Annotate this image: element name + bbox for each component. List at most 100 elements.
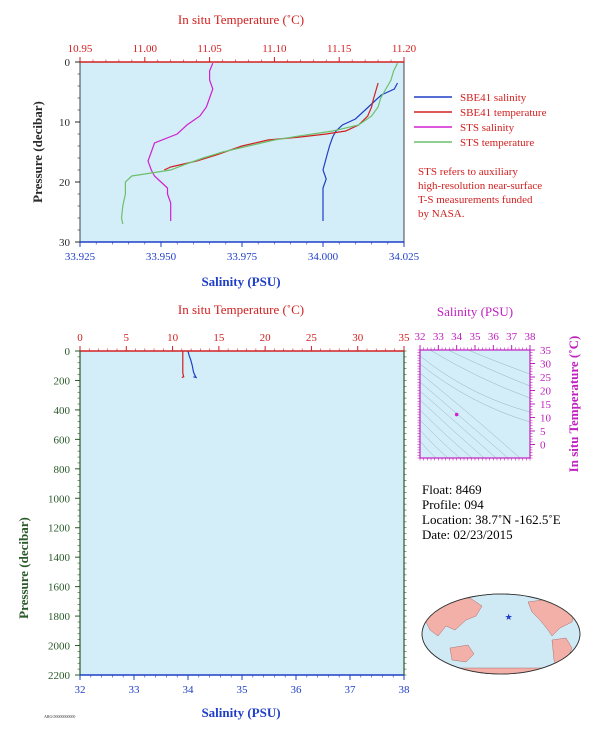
ts-temp-tick-label-6: 30 — [540, 359, 552, 371]
bottom-temp-tick-label-0: 0 — [77, 332, 83, 344]
tiny-footer-mark: ARGO0000000000 — [44, 714, 75, 719]
bottom-temp-tick-label-2: 10 — [167, 332, 179, 344]
legend-label-sbe41-temperature: SBE41 temperature — [460, 107, 547, 119]
landmass-antarctica — [429, 667, 573, 674]
top-salinity-tick-label-0: 33.925 — [65, 251, 96, 263]
bottom-pressure-tick-label-9: 1800 — [48, 611, 71, 623]
top-salinity-tick-label-3: 34.000 — [308, 251, 339, 263]
bottom-salinity-tick-label-5: 37 — [345, 684, 357, 696]
top-pressure-tick-label-3: 30 — [59, 237, 71, 249]
sts-note-line-4: by NASA. — [418, 208, 465, 220]
top-sbe41-salinity-line — [322, 82, 399, 221]
bottom-pressure-tick-label-4: 800 — [54, 464, 71, 476]
bottom-temp-tick-label-5: 25 — [306, 332, 318, 344]
bottom-pressure-tick-label-11: 2200 — [48, 670, 71, 682]
float-location: Location: 38.7˚N -162.5˚E — [422, 512, 561, 527]
landmass-south-america — [551, 637, 573, 671]
top-temp-tick-label-1: 11.00 — [133, 43, 158, 55]
bottom-pressure-tick-label-0: 0 — [65, 346, 71, 358]
top-temp-tick-label-0: 10.95 — [68, 43, 93, 55]
ts-plot-area — [420, 350, 530, 458]
bottom-salinity-tick-label-6: 38 — [399, 684, 411, 696]
bottom-pressure-tick-label-2: 400 — [54, 405, 71, 417]
bottom-pressure-tick-label-3: 600 — [54, 434, 71, 446]
top-temp-tick-label-3: 11.10 — [262, 43, 287, 55]
landmass-greenland — [567, 595, 580, 607]
top-pressure-tick-label-0: 0 — [65, 57, 71, 69]
float-number: Float: 8469 — [422, 482, 482, 497]
ts-temp-tick-label-3: 15 — [540, 399, 552, 411]
top-temp-tick-label-2: 11.05 — [197, 43, 222, 55]
ts-temp-tick-label-1: 5 — [540, 426, 546, 438]
bottom-pressure-axis-title: Pressure (decibar) — [16, 517, 31, 619]
ts-salinity-tick-label-0: 32 — [415, 331, 426, 343]
bottom-salinity-tick-label-0: 32 — [75, 684, 86, 696]
top-temp-tick-label-5: 11.20 — [392, 43, 417, 55]
bottom-temp-tick-label-1: 5 — [124, 332, 130, 344]
top-pressure-tick-label-1: 10 — [59, 117, 71, 129]
bottom-series-line — [181, 351, 185, 379]
sts-note-line-3: T-S measurements funded — [418, 194, 533, 206]
ts-inset: Salinity (PSU) In situ Temperature (˚C) … — [415, 304, 582, 472]
ts-salinity-tick-label-2: 34 — [451, 331, 463, 343]
top-panel-series — [120, 62, 399, 225]
bottom-salinity-tick-label-4: 36 — [291, 684, 303, 696]
top-salinity-axis-title: Salinity (PSU) — [201, 274, 280, 289]
top-temp-tick-label-4: 11.15 — [327, 43, 352, 55]
top-pressure-tick-label-2: 20 — [59, 177, 71, 189]
ts-temp-tick-label-4: 20 — [540, 386, 552, 398]
bottom-temp-tick-label-6: 30 — [352, 332, 364, 344]
ts-salinity-tick-label-4: 36 — [488, 331, 500, 343]
legend-label-sts-salinity: STS salinity — [460, 122, 515, 134]
bottom-panel: In situ Temperature (˚C) Salinity (PSU) … — [16, 302, 410, 720]
landmass-australia — [449, 644, 475, 663]
ts-temp-tick-label-0: 0 — [540, 440, 546, 452]
legend-label-sts-temperature: STS temperature — [460, 137, 534, 149]
top-plot-area — [80, 62, 404, 242]
bottom-salinity-tick-label-3: 35 — [237, 684, 249, 696]
ts-temp-tick-label-7: 35 — [540, 345, 552, 357]
bottom-salinity-axis-title: Salinity (PSU) — [201, 705, 280, 720]
ts-temp-tick-label-2: 10 — [540, 413, 552, 425]
top-panel-ticks: 10.95 11.00 11.05 11.10 11.15 11.20 33.925 33.9… — [59, 43, 420, 263]
profile-date: Date: 02/23/2015 — [422, 527, 513, 542]
top-pressure-axis-title: Pressure (decibar) — [30, 101, 45, 203]
ts-salinity-tick-label-3: 35 — [470, 331, 482, 343]
bottom-temp-tick-label-7: 35 — [399, 332, 411, 344]
sts-note-line-1: STS refers to auxiliary — [418, 166, 518, 178]
ts-temp-axis-title: In situ Temperature (˚C) — [566, 336, 581, 473]
bottom-pressure-tick-label-7: 1400 — [48, 552, 71, 564]
top-temp-axis-title: In situ Temperature (˚C) — [178, 12, 304, 27]
top-sts-salinity-line — [147, 62, 214, 221]
sts-note-line-2: high-resolution near-surface — [418, 180, 542, 192]
top-salinity-tick-label-2: 33.975 — [227, 251, 258, 263]
ts-temp-tick-label-5: 25 — [540, 372, 552, 384]
bottom-pressure-tick-label-6: 1200 — [48, 523, 71, 535]
bottom-series-line — [187, 350, 198, 379]
bottom-salinity-tick-label-2: 34 — [183, 684, 195, 696]
float-info: Float: 8469 Profile: 094 Location: 38.7˚… — [422, 482, 561, 542]
bottom-panel-series — [181, 350, 198, 379]
ts-salinity-tick-label-1: 33 — [433, 331, 445, 343]
ts-salinity-axis-title: Salinity (PSU) — [437, 304, 513, 319]
top-sts-temperature-line — [120, 62, 399, 225]
bottom-pressure-tick-label-8: 1600 — [48, 582, 71, 594]
profile-number: Profile: 094 — [422, 497, 484, 512]
bottom-pressure-tick-label-1: 200 — [54, 375, 71, 387]
bottom-salinity-tick-label-1: 33 — [129, 684, 141, 696]
legend-label-sbe41-salinity: SBE41 salinity — [460, 92, 527, 104]
bottom-temp-tick-label-4: 20 — [260, 332, 272, 344]
ts-density-contours — [419, 349, 531, 459]
top-salinity-tick-label-1: 33.950 — [146, 251, 177, 263]
top-legend: SBE41 salinity SBE41 temperature STS sal… — [414, 92, 547, 149]
bottom-temp-axis-title: In situ Temperature (˚C) — [178, 302, 304, 317]
top-panel: In situ Temperature (˚C) Salinity (PSU) … — [30, 12, 547, 289]
ts-salinity-tick-label-5: 37 — [506, 331, 518, 343]
world-map: ★ — [421, 593, 581, 675]
bottom-pressure-tick-label-5: 1000 — [48, 493, 71, 505]
ts-inset-series — [454, 412, 459, 417]
bottom-temp-tick-label-3: 15 — [213, 332, 225, 344]
float-location-marker: ★ — [505, 612, 513, 622]
bottom-plot-area — [80, 351, 404, 675]
